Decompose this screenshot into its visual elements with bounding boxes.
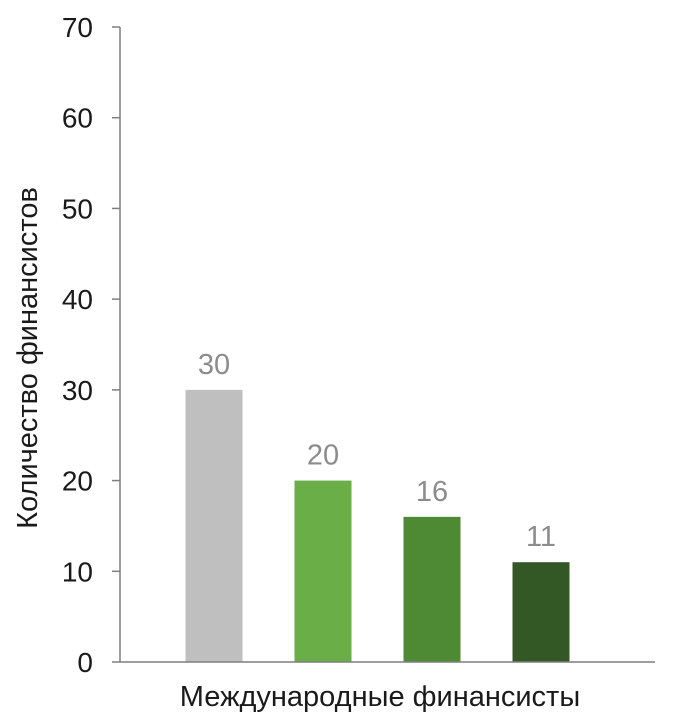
y-tick-label: 60 <box>62 103 93 134</box>
y-tick-label: 40 <box>62 284 93 315</box>
bar-value-label: 11 <box>526 521 556 553</box>
y-tick-label: 50 <box>62 193 93 224</box>
bar <box>185 389 243 662</box>
y-tick-label: 30 <box>62 375 93 406</box>
y-tick-label: 10 <box>62 556 93 587</box>
bar <box>403 516 461 662</box>
y-axis-ticks: 0 10 20 30 40 50 60 70 <box>62 12 120 678</box>
data-labels: 30 20 16 11 <box>198 349 556 553</box>
y-axis-title: Количество финансистов <box>12 187 44 529</box>
bar-value-label: 20 <box>307 440 339 472</box>
y-tick-label: 20 <box>62 466 93 497</box>
bar <box>294 480 352 662</box>
bar-value-label: 30 <box>198 349 230 381</box>
bars <box>185 389 570 662</box>
x-axis-title: Международные финансисты <box>180 681 580 713</box>
y-tick-label: 70 <box>62 12 93 43</box>
bar <box>512 562 570 662</box>
bar-value-label: 16 <box>416 476 448 508</box>
y-tick-label: 0 <box>77 647 93 678</box>
